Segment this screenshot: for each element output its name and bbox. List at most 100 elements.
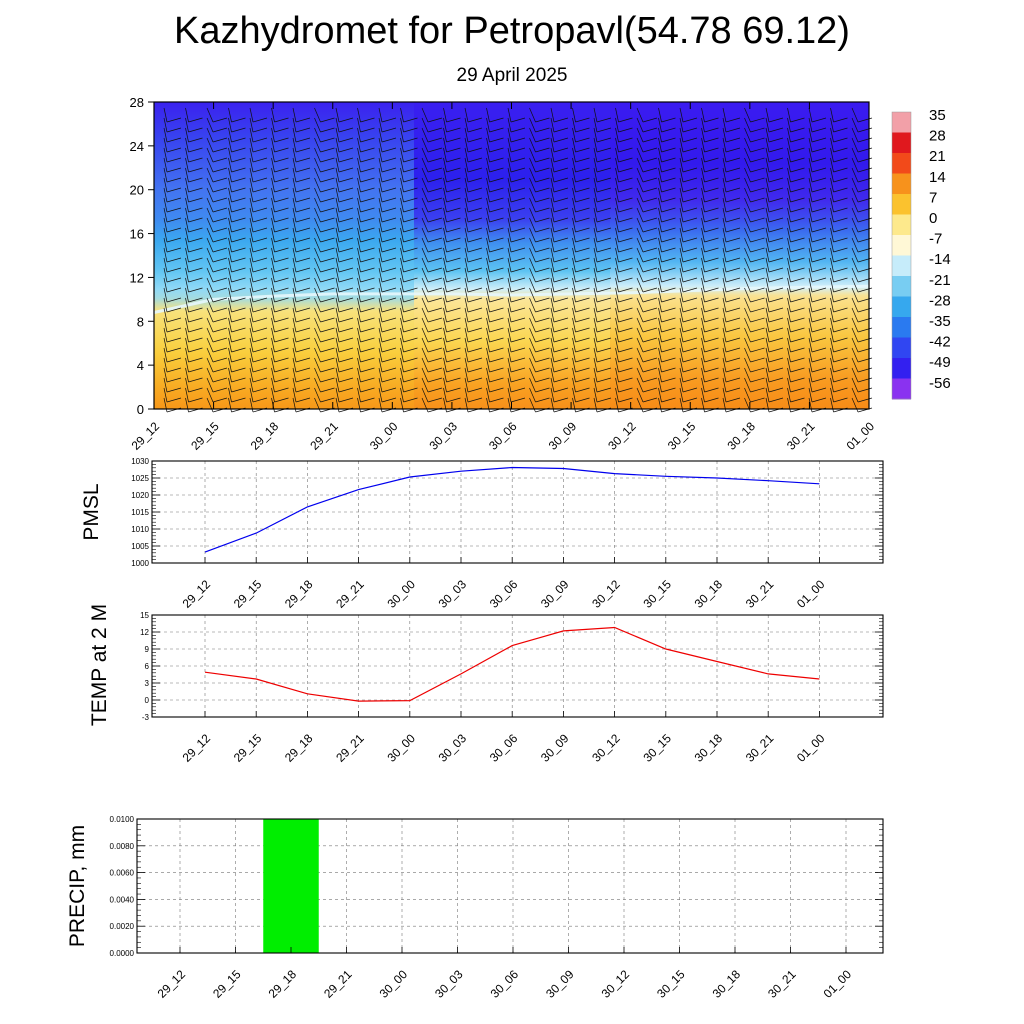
wind-barb <box>185 187 189 203</box>
wind-barb-flag <box>510 177 526 183</box>
wind-barb <box>830 207 834 223</box>
wind-barb-flag <box>833 237 848 243</box>
wind-barb <box>701 197 705 213</box>
wind-barb <box>249 347 254 363</box>
wind-barb <box>357 277 361 293</box>
colorbar-label: -28 <box>929 292 951 309</box>
wind-barb-flag <box>489 357 504 363</box>
wind-barb-flag <box>596 217 612 223</box>
wind-barb-flag <box>403 287 418 293</box>
wind-barb <box>357 227 361 243</box>
wind-barb <box>464 277 469 293</box>
wind-barb-flag <box>790 127 805 133</box>
wind-barb <box>636 207 644 223</box>
wind-barb <box>378 347 383 363</box>
wind-barb <box>701 117 705 133</box>
wind-barb <box>529 387 536 403</box>
wind-barb-flag <box>295 167 311 173</box>
wind-barb-flag <box>338 137 354 143</box>
wind-barb <box>249 377 254 393</box>
wind-barb <box>378 237 383 253</box>
wind-barb-flag <box>596 127 612 133</box>
wind-barb <box>787 327 791 343</box>
wind-barb <box>400 207 404 223</box>
wind-barb-flag <box>833 397 848 403</box>
wind-barb-flag <box>575 187 590 193</box>
wind-barb-flag <box>489 397 504 403</box>
wind-barb <box>249 197 254 213</box>
wind-barb-flag <box>811 177 827 183</box>
wind-barb <box>722 327 727 343</box>
wind-barb-flag <box>252 327 268 333</box>
wind-barb <box>550 247 555 263</box>
wind-barb-flag <box>231 397 246 403</box>
wind-barb-flag <box>811 247 827 253</box>
pmsl-ylabel: PMSL <box>80 483 103 540</box>
wind-barb <box>550 127 555 143</box>
wind-barb <box>550 297 555 313</box>
wind-barb-flag <box>553 197 569 203</box>
wind-barb <box>808 287 813 303</box>
wind-barb-flag <box>725 217 741 223</box>
wind-barb <box>529 217 536 233</box>
wind-barb-flag <box>642 207 658 213</box>
wind-barb <box>486 287 490 303</box>
wind-barb <box>851 237 859 253</box>
wind-barb-flag <box>857 137 873 143</box>
wind-barb <box>550 357 555 373</box>
wind-barb-flag <box>535 347 550 353</box>
wind-barb-flag <box>320 357 335 363</box>
wind-barb <box>572 357 576 373</box>
wind-barb-flag <box>811 347 827 353</box>
y-tick-label: 4 <box>137 358 144 373</box>
wind-barb-flag <box>295 397 311 403</box>
wind-barb <box>744 377 751 393</box>
wind-barb <box>206 157 214 173</box>
wind-barbs <box>163 107 873 413</box>
wind-barb-flag <box>833 197 848 203</box>
wind-barb-flag <box>750 387 765 393</box>
wind-barb-flag <box>553 187 569 193</box>
wind-barb-flag <box>682 267 698 273</box>
wind-barb <box>722 177 727 193</box>
wind-barb <box>443 237 447 253</box>
wind-barb-flag <box>338 337 354 343</box>
wind-barb <box>206 287 214 303</box>
wind-barb-flag <box>575 197 590 203</box>
wind-barb <box>271 367 275 383</box>
wind-barb <box>314 147 321 163</box>
wind-barb-flag <box>188 297 203 303</box>
wind-barb <box>314 197 321 213</box>
wind-barb <box>658 167 662 183</box>
wind-barb-flag <box>768 117 784 123</box>
wind-barb-flag <box>811 237 827 243</box>
wind-barb-flag <box>682 347 698 353</box>
wind-barb <box>206 347 214 363</box>
wind-barb-flag <box>704 177 719 183</box>
wind-barb <box>658 147 662 163</box>
wind-barb <box>400 307 404 323</box>
wind-barb-flag <box>618 397 633 403</box>
wind-barb <box>593 257 598 273</box>
wind-barb <box>357 187 361 203</box>
wind-barb <box>550 137 555 153</box>
wind-barb <box>765 237 770 253</box>
wind-barb-flag <box>833 387 848 393</box>
wind-barb-flag <box>857 307 873 313</box>
wind-barb <box>314 317 321 333</box>
wind-barb <box>249 397 254 413</box>
wind-barb-flag <box>338 297 354 303</box>
wind-barb-flag <box>553 337 569 343</box>
wind-barb-flag <box>360 287 375 293</box>
wind-barb <box>206 337 214 353</box>
wind-barb-flag <box>535 177 550 183</box>
wind-barb-flag <box>811 127 827 133</box>
wind-barb <box>357 177 361 193</box>
wind-barb <box>486 157 490 173</box>
wind-barb <box>292 277 297 293</box>
wind-barb <box>593 107 598 123</box>
wind-barb <box>572 227 576 243</box>
wind-barb <box>830 167 834 183</box>
x-tick-label: 30_18 <box>692 577 726 611</box>
wind-barb-flag <box>682 317 698 323</box>
